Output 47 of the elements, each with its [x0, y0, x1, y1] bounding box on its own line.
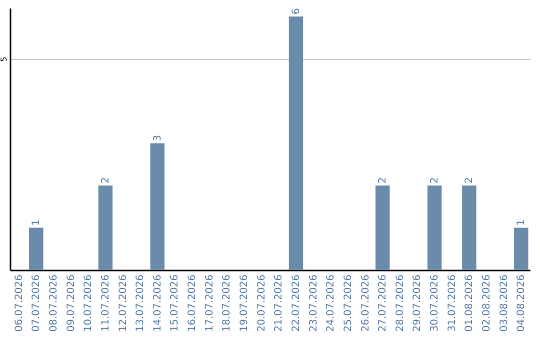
x-tick-label: 30.07.2026 — [430, 274, 441, 332]
x-tick-label: 31.07.2026 — [446, 274, 458, 332]
bar — [375, 185, 390, 270]
x-tick-label: 06.07.2026 — [14, 274, 25, 332]
x-tick-label: 09.07.2026 — [66, 274, 77, 332]
x-tick-label: 16.07.2026 — [187, 274, 198, 332]
x-tick-label: 19.07.2026 — [239, 274, 250, 332]
x-tick-label: 02.08.2026 — [482, 274, 493, 332]
x-tick-label: 27.07.2026 — [378, 274, 389, 332]
data-label: 2 — [464, 177, 476, 184]
y-tick-label: 5 — [0, 56, 8, 62]
data-label: 2 — [100, 177, 112, 184]
data-label: 2 — [430, 177, 441, 184]
x-tick-label: 04.08.2026 — [516, 274, 528, 332]
data-label: 2 — [378, 177, 389, 184]
x-tick-label: 28.07.2026 — [394, 274, 406, 332]
bar — [288, 16, 304, 270]
x-tick-label: 20.07.2026 — [256, 274, 268, 332]
x-tick-label: 26.07.2026 — [360, 274, 372, 332]
x-tick-label: 03.08.2026 — [498, 274, 510, 332]
x-tick-label: 11.07.2026 — [100, 274, 112, 332]
x-tick-label: 29.07.2026 — [412, 274, 424, 332]
x-tick-label: 10.07.2026 — [83, 274, 94, 332]
x-tick-label: 14.07.2026 — [152, 274, 164, 332]
x-tick-label: 08.07.2026 — [48, 274, 60, 332]
x-tick-label: 22.07.2026 — [290, 274, 302, 332]
x-tick-label: 12.07.2026 — [118, 274, 129, 332]
x-tick-label: 21.07.2026 — [274, 274, 285, 332]
x-tick-label: 15.07.2026 — [170, 274, 181, 332]
bar — [150, 143, 165, 270]
bar — [98, 185, 113, 270]
bar — [29, 228, 44, 270]
x-tick-label: 24.07.2026 — [326, 274, 337, 332]
data-label: 3 — [152, 134, 164, 142]
bar — [427, 185, 442, 270]
x-tick-label: 13.07.2026 — [135, 274, 146, 332]
bar — [462, 185, 476, 270]
x-tick-label: 23.07.2026 — [308, 274, 320, 332]
data-label: 1 — [31, 219, 42, 226]
x-tick-label: 18.07.2026 — [222, 274, 233, 332]
x-tick-label: 17.07.2026 — [204, 274, 216, 332]
x-tick-label: 07.07.2026 — [31, 274, 42, 332]
data-label: 6 — [290, 8, 302, 14]
data-label: 1 — [516, 219, 528, 226]
x-tick-label: 01.08.2026 — [464, 274, 476, 332]
bar — [514, 228, 528, 270]
x-tick-label: 25.07.2026 — [342, 274, 354, 332]
